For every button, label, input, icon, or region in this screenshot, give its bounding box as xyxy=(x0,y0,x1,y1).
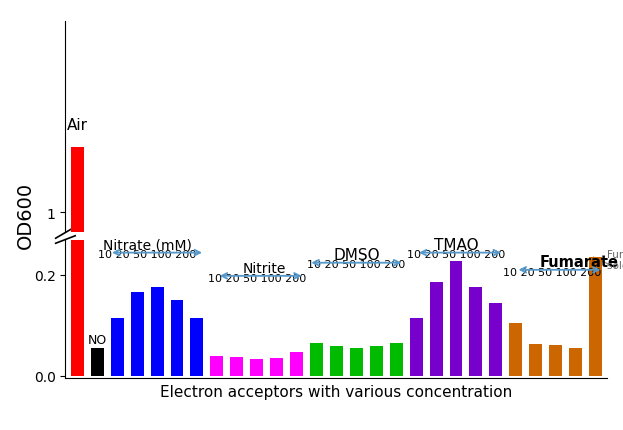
Bar xyxy=(549,346,562,376)
Bar xyxy=(350,348,363,376)
Bar xyxy=(131,293,144,376)
Bar xyxy=(529,345,542,376)
Text: Air: Air xyxy=(67,117,88,132)
Text: 10 20 50 100 200: 10 20 50 100 200 xyxy=(503,267,601,277)
Text: Fumarate as a
sole carbon source: Fumarate as a sole carbon source xyxy=(607,249,623,270)
Bar xyxy=(111,318,124,376)
Bar xyxy=(410,318,422,376)
Bar xyxy=(390,343,402,376)
Bar xyxy=(231,357,243,376)
Bar xyxy=(211,356,223,376)
Text: 10 20 50 100 200: 10 20 50 100 200 xyxy=(307,260,406,270)
Bar xyxy=(509,323,522,376)
Bar xyxy=(191,318,203,376)
Text: 10 20 50 100 200: 10 20 50 100 200 xyxy=(407,249,505,260)
Text: 10 20 50 100 200: 10 20 50 100 200 xyxy=(98,249,196,260)
Text: TMAO: TMAO xyxy=(434,237,478,252)
Bar xyxy=(91,348,104,376)
Bar xyxy=(171,301,184,376)
Text: DMSO: DMSO xyxy=(333,247,379,262)
Text: Fumarate: Fumarate xyxy=(540,254,619,269)
Bar xyxy=(430,283,442,376)
Bar xyxy=(71,147,84,430)
Bar xyxy=(589,258,602,376)
Bar xyxy=(71,0,84,376)
Bar xyxy=(290,352,303,376)
Bar xyxy=(370,347,383,376)
Bar xyxy=(489,303,502,376)
X-axis label: Electron acceptors with various concentration: Electron acceptors with various concentr… xyxy=(160,384,513,399)
Bar xyxy=(250,359,263,376)
Bar xyxy=(470,288,482,376)
Bar xyxy=(330,347,343,376)
Bar xyxy=(450,261,462,376)
Text: Nitrate (mM): Nitrate (mM) xyxy=(103,238,191,252)
Bar xyxy=(310,343,323,376)
Text: 10 20 50 100 200: 10 20 50 100 200 xyxy=(207,273,306,283)
Text: Nitrite: Nitrite xyxy=(243,262,286,276)
Text: NO: NO xyxy=(88,334,107,347)
Bar xyxy=(569,348,582,376)
Bar xyxy=(151,288,164,376)
Bar xyxy=(270,358,283,376)
Text: OD600: OD600 xyxy=(16,181,34,249)
